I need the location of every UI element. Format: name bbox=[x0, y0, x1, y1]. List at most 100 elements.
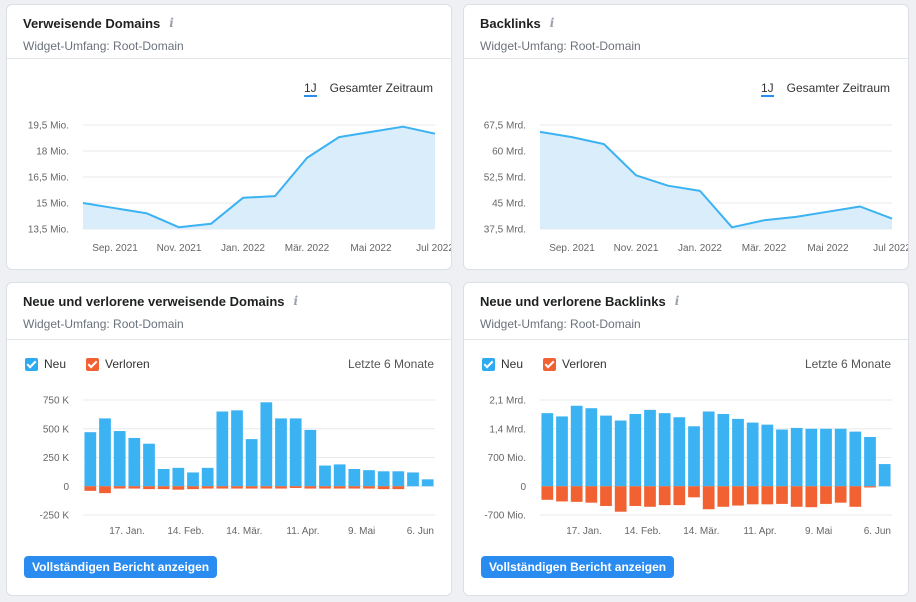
bar-new bbox=[231, 410, 243, 487]
backlinks-header: Backlinks i Widget-Umfang: Root-Domain bbox=[464, 5, 908, 59]
x-tick-label: 11. Apr. bbox=[286, 526, 319, 537]
new-lost-domains-card: Neue und verlorene verweisende Domains i… bbox=[6, 282, 452, 596]
ref-domains-title: Verweisende Domains i bbox=[23, 13, 435, 33]
x-tick-label: Mai 2022 bbox=[807, 243, 849, 254]
bar-lost bbox=[688, 486, 700, 498]
bar-lost bbox=[289, 486, 302, 488]
y-tick-label: 2,1 Mrd. bbox=[489, 396, 526, 407]
legend-new-label: Neu bbox=[44, 357, 67, 371]
period-1y-tab[interactable]: 1J bbox=[760, 81, 774, 97]
bar-new bbox=[275, 418, 287, 487]
checkbox-checked-icon[interactable] bbox=[543, 357, 557, 371]
series-line bbox=[82, 125, 436, 229]
legend-lost-toggle[interactable]: Verloren bbox=[86, 357, 150, 371]
full-report-button[interactable]: Vollständigen Bericht anzeigen bbox=[24, 556, 218, 578]
bar-new bbox=[849, 431, 862, 487]
x-tick-label: Nov. 2021 bbox=[157, 243, 202, 254]
new-lost-backlinks-card: Neue und verlorene Backlinks i Widget-Um… bbox=[463, 282, 909, 596]
bar-lost bbox=[732, 486, 744, 506]
ref-domains-chart: 19,5 Mio. 18 Mio. 16,5 Mio. 15 Mio. 13,5 Mio… bbox=[28, 121, 451, 255]
legend-lost-label: Verloren bbox=[562, 357, 607, 371]
bar-lost bbox=[541, 486, 554, 500]
ref-domains-header: Verweisende Domains i Widget-Umfang: Roo… bbox=[7, 5, 451, 59]
bar-new bbox=[820, 428, 832, 487]
info-icon[interactable]: i bbox=[293, 294, 299, 308]
new-lost-backlinks-title: Neue und verlorene Backlinks i bbox=[480, 291, 892, 311]
bar-new bbox=[673, 417, 686, 487]
bar-lost bbox=[746, 486, 759, 505]
ref-domains-scope: Widget-Umfang: Root-Domain bbox=[23, 39, 184, 53]
bar-lost bbox=[658, 486, 671, 506]
y-tick-label: 500 K bbox=[43, 424, 69, 435]
checkbox-checked-icon[interactable] bbox=[482, 357, 495, 371]
period-1y-tab[interactable]: 1J bbox=[303, 81, 317, 97]
y-tick-label: -250 K bbox=[40, 511, 70, 522]
bar-new bbox=[157, 469, 170, 487]
bar-new bbox=[128, 437, 141, 487]
bar-lost bbox=[216, 486, 229, 489]
ref-domains-card: Verweisende Domains i Widget-Umfang: Roo… bbox=[6, 4, 452, 270]
ref-domains-title-text: Verweisende Domains bbox=[23, 15, 161, 31]
bar-new bbox=[629, 413, 642, 487]
y-tick-label: 15 Mio. bbox=[36, 199, 69, 210]
y-tick-label: 52,5 Mrd. bbox=[484, 173, 526, 184]
bar-lost bbox=[790, 486, 803, 507]
bar-new bbox=[702, 411, 715, 487]
checkbox-checked-icon[interactable] bbox=[86, 357, 100, 371]
x-tick-label: Jan. 2022 bbox=[678, 243, 722, 254]
full-report-button[interactable]: Vollständigen Bericht anzeigen bbox=[481, 556, 675, 578]
range-dropdown[interactable]: Letzte 6 Monate bbox=[804, 357, 891, 371]
bar-new bbox=[834, 428, 847, 487]
bar-new bbox=[113, 431, 126, 487]
backlinks-scope: Widget-Umfang: Root-Domain bbox=[480, 39, 641, 53]
y-tick-label: 37,5 Mrd. bbox=[484, 225, 526, 236]
range-dropdown[interactable]: Letzte 6 Monate bbox=[347, 357, 434, 371]
bar-new bbox=[644, 409, 656, 487]
bar-lost bbox=[333, 486, 346, 489]
bar-lost bbox=[585, 486, 598, 503]
x-tick-label: Sep. 2021 bbox=[92, 243, 138, 254]
bar-new bbox=[746, 422, 759, 487]
info-icon[interactable]: i bbox=[674, 294, 680, 308]
checkbox-checked-icon[interactable] bbox=[25, 357, 38, 371]
info-icon[interactable]: i bbox=[169, 16, 174, 30]
bar-lost bbox=[304, 486, 317, 489]
bar-lost bbox=[231, 486, 243, 489]
bar-new bbox=[864, 436, 876, 487]
bar-lost bbox=[805, 486, 818, 508]
x-tick-label: Nov. 2021 bbox=[614, 243, 659, 254]
legend-new-toggle[interactable]: Neu bbox=[25, 357, 66, 371]
bar-new bbox=[614, 420, 627, 487]
bar-new bbox=[790, 427, 803, 487]
bar-new bbox=[187, 472, 199, 487]
bar-new bbox=[201, 467, 214, 487]
legend-new-toggle[interactable]: Neu bbox=[482, 357, 523, 371]
bar-lost bbox=[363, 486, 375, 489]
bar-new bbox=[348, 469, 361, 487]
bar-new bbox=[421, 479, 434, 487]
backlinks-period-switch: 1J Gesamter Zeitraum bbox=[760, 81, 906, 97]
y-tick-label: 0 bbox=[63, 482, 69, 493]
y-tick-label: 16,5 Mio. bbox=[28, 173, 69, 184]
legend-lost-toggle[interactable]: Verloren bbox=[543, 357, 607, 371]
bar-lost bbox=[834, 486, 847, 503]
bar-lost bbox=[600, 486, 612, 506]
period-all-tab[interactable]: Gesamter Zeitraum bbox=[786, 81, 890, 95]
x-tick-label: 6. Jun bbox=[407, 526, 434, 537]
period-all-tab[interactable]: Gesamter Zeitraum bbox=[329, 81, 433, 95]
bar-lost bbox=[820, 486, 832, 504]
bar-lost bbox=[761, 486, 774, 505]
x-tick-label: 17. Jan. bbox=[109, 526, 145, 537]
bar-new bbox=[333, 464, 346, 487]
y-tick-label: 45 Mrd. bbox=[492, 199, 526, 210]
bar-new bbox=[717, 413, 730, 487]
bar-lost bbox=[143, 486, 155, 490]
x-tick-label: 14. Feb. bbox=[624, 526, 661, 537]
series-line bbox=[539, 130, 893, 229]
new-lost-backlinks-scope: Widget-Umfang: Root-Domain bbox=[480, 317, 641, 331]
bar-lost bbox=[84, 486, 97, 491]
bar-new bbox=[878, 464, 891, 487]
info-icon[interactable]: i bbox=[549, 16, 555, 30]
y-tick-label: 250 K bbox=[43, 453, 69, 464]
y-tick-label: 60 Mrd. bbox=[492, 147, 526, 158]
